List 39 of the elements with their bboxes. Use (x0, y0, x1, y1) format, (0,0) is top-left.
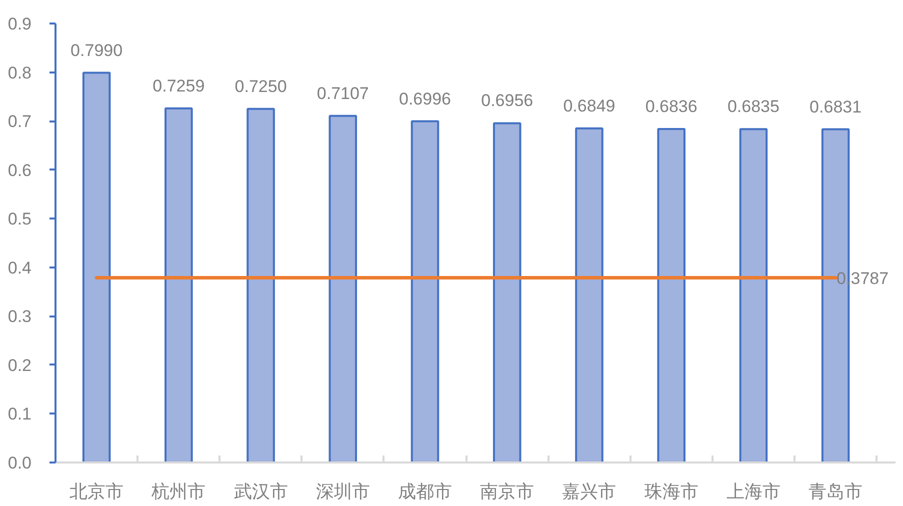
x-tick-label: 北京市 (70, 482, 124, 502)
y-tick-label: 0.1 (8, 404, 32, 424)
x-tick-label: 南京市 (480, 482, 534, 502)
bar (492, 122, 522, 462)
x-tick-label: 成都市 (398, 482, 452, 502)
bar (657, 128, 686, 462)
data-label: 0.6835 (727, 97, 780, 116)
x-tick-label: 嘉兴市 (562, 482, 616, 502)
y-tick-label: 0.0 (8, 454, 32, 472)
data-label: 0.6849 (563, 96, 616, 116)
data-label: 0.6956 (481, 91, 534, 110)
bar (246, 108, 275, 462)
data-label: 0.7990 (70, 40, 123, 60)
data-label: 0.7250 (234, 76, 287, 96)
bar (575, 127, 604, 462)
bar (328, 114, 358, 462)
bar (164, 107, 193, 462)
y-tick-label: 0.2 (8, 356, 32, 375)
y-tick-label: 0.8 (8, 63, 32, 82)
x-tick-label: 上海市 (726, 482, 780, 502)
y-tick-label: 0.7 (8, 112, 32, 132)
x-tick-label: 深圳市 (316, 482, 370, 502)
y-tick-label: 0.5 (8, 210, 32, 229)
bar (410, 120, 440, 462)
y-tick-label: 0.4 (8, 258, 32, 278)
data-label: 0.6831 (810, 97, 862, 116)
bar (82, 72, 111, 462)
data-label: 0.7259 (152, 76, 205, 96)
x-tick-label: 青岛市 (808, 482, 863, 502)
x-tick-label: 武汉市 (234, 482, 288, 502)
x-tick-label: 珠海市 (644, 482, 698, 502)
data-label: 0.6996 (399, 89, 452, 108)
bar (739, 128, 768, 462)
x-tick-label: 杭州市 (150, 482, 206, 502)
data-label: 0.7107 (316, 84, 369, 103)
y-tick-label: 0.9 (8, 14, 32, 34)
data-label: 0.6836 (645, 97, 698, 116)
y-tick-label: 0.3 (8, 307, 32, 326)
y-tick-label: 0.6 (8, 160, 32, 180)
